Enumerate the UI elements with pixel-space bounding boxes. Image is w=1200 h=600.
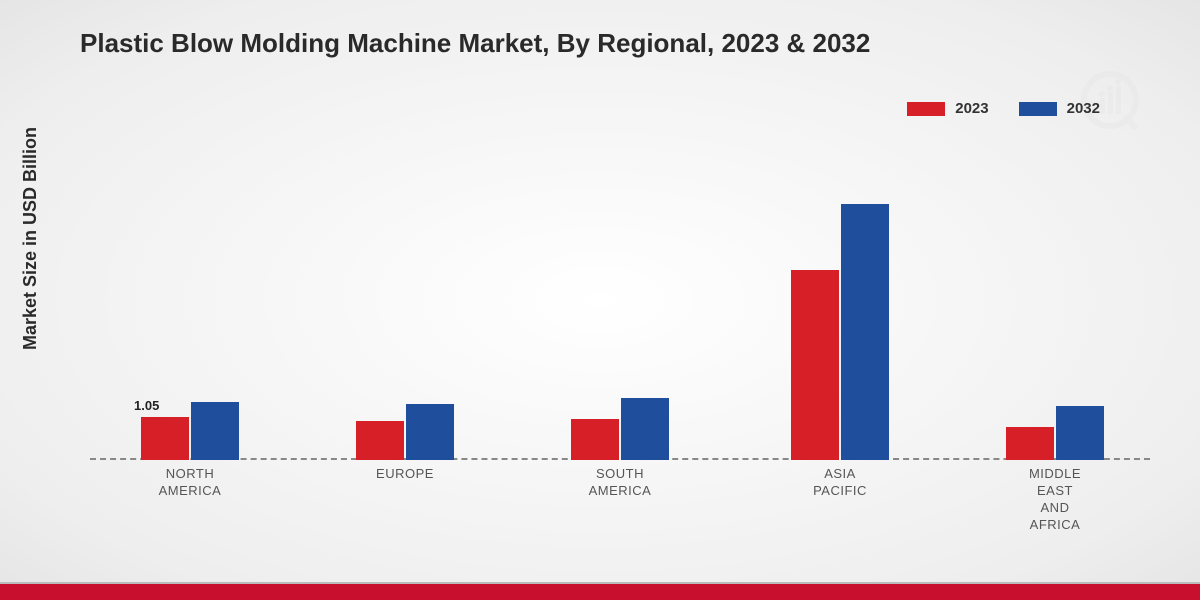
bar-group [995, 406, 1115, 460]
x-axis-label: MIDDLEEASTANDAFRICA [995, 466, 1115, 534]
plot-area: 1.05 [90, 150, 1150, 460]
bar-2032 [841, 204, 889, 460]
legend-item-2032: 2032 [1019, 100, 1100, 117]
bar-2032 [406, 404, 454, 460]
bar-2032 [621, 398, 669, 460]
legend-item-2023: 2023 [907, 100, 988, 117]
legend-label-2032: 2032 [1067, 100, 1100, 117]
x-labels: NORTHAMERICA EUROPE SOUTHAMERICA ASIAPACIFI… [90, 466, 1150, 546]
bar-2023 [356, 421, 404, 460]
bar-2023 [1006, 427, 1054, 460]
x-axis-label: EUROPE [345, 466, 465, 483]
chart-title: Plastic Blow Molding Machine Market, By … [80, 28, 870, 59]
y-axis-label: Market Size in USD Billion [20, 127, 41, 350]
bar-2023 [791, 270, 839, 460]
x-axis-label: NORTHAMERICA [130, 466, 250, 500]
bar-2023 [571, 419, 619, 460]
bar-group [780, 204, 900, 460]
x-axis-label: ASIAPACIFIC [780, 466, 900, 500]
legend-label-2023: 2023 [955, 100, 988, 117]
value-label: 1.05 [134, 398, 159, 413]
footer-bar [0, 584, 1200, 600]
bar-group [345, 404, 465, 460]
x-axis-label: SOUTHAMERICA [560, 466, 680, 500]
legend: 2023 2032 [907, 100, 1100, 117]
legend-swatch-2032 [1019, 102, 1057, 116]
bar-2023 [141, 417, 189, 460]
bar-group [560, 398, 680, 460]
bar-2032 [191, 402, 239, 460]
legend-swatch-2023 [907, 102, 945, 116]
bar-group: 1.05 [130, 402, 250, 460]
bar-2032 [1056, 406, 1104, 460]
